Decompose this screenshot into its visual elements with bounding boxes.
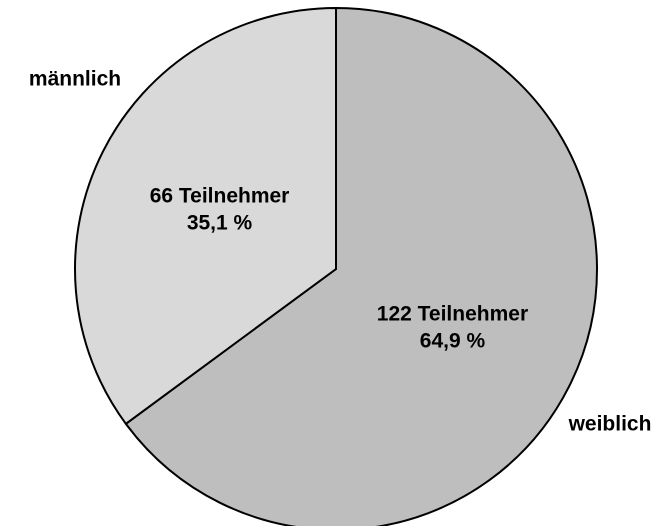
value-label: 66 Teilnehmer [150, 185, 290, 208]
percent-label: 35,1 % [187, 212, 253, 235]
percent-label: 64,9 % [420, 329, 486, 352]
pie-slice [124, 6, 598, 526]
category-label: männlich [29, 68, 121, 91]
pie-slice [74, 6, 337, 426]
value-label: 122 Teilnehmer [377, 302, 528, 325]
category-label: weiblich [568, 413, 652, 436]
